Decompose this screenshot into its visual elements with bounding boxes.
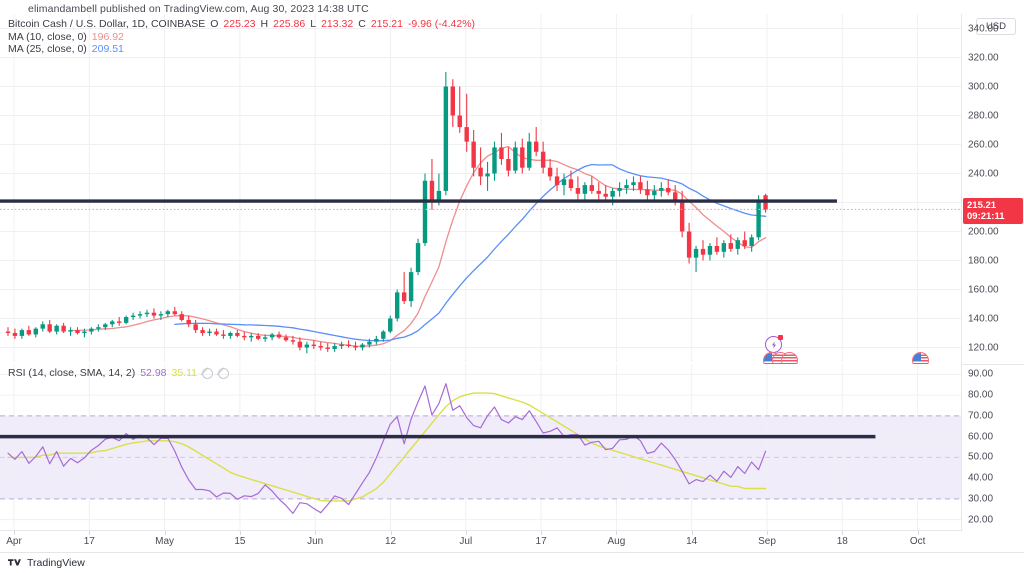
bar-countdown: 09:21:11 (967, 211, 1005, 223)
time-axis-tick: 17 (83, 536, 95, 547)
time-axis-tick: 14 (686, 536, 698, 547)
price-axis-tick: 300.00 (968, 81, 999, 92)
price-axis-tick: 140.00 (968, 313, 999, 324)
time-axis-tick-mark (842, 531, 844, 535)
time-axis-tick-mark (89, 531, 91, 535)
price-axis-tick: 260.00 (968, 139, 999, 150)
price-axis-tick: 320.00 (968, 52, 999, 63)
time-axis-tick: Sep (758, 536, 776, 547)
time-axis-tick: Jun (307, 536, 324, 547)
rsi-axis-tick: 80.00 (968, 389, 994, 401)
price-pane[interactable]: Bitcoin Cash / U.S. Dollar, 1D, COINBASE… (0, 14, 1024, 369)
rsi-axis-tick: 60.00 (968, 431, 994, 443)
time-axis-tick-mark (767, 531, 768, 535)
price-axis-tick: 340.00 (968, 23, 999, 34)
price-axis-tick: 180.00 (968, 255, 999, 266)
earnings-event-marker[interactable] (765, 335, 783, 353)
time-axis-tick-mark (390, 531, 392, 535)
rsi-plot-area[interactable] (0, 364, 962, 530)
tradingview-brand-text: TradingView (27, 557, 85, 569)
price-axis-tick: 160.00 (968, 284, 999, 295)
time-axis-tick-mark (541, 531, 543, 535)
price-axis[interactable]: USD 340.00 320.00 300.00 280.00 260.00 240.00… (961, 14, 1024, 530)
last-price-badge[interactable]: 215.21 09:21:11 (963, 198, 1023, 225)
price-axis-tick: 120.00 (968, 342, 999, 353)
time-axis-tick-mark (917, 531, 919, 535)
time-axis-tick: 18 (836, 536, 848, 547)
currency-button[interactable]: USD (975, 18, 1016, 35)
time-axis-tick-mark (239, 531, 241, 535)
time-axis-tick-mark (14, 531, 15, 535)
tradingview-logo-icon (8, 558, 21, 565)
rsi-axis-tick: 50.00 (968, 451, 994, 463)
time-axis-tick: Jul (459, 536, 473, 547)
rsi-axis-tick: 90.00 (968, 368, 994, 380)
time-axis-tick-mark (691, 531, 693, 535)
time-axis-tick: 17 (535, 536, 547, 547)
axis-divider (962, 364, 1024, 365)
lightning-icon (765, 335, 783, 353)
footer-bar: TradingView (0, 552, 1024, 573)
time-axis-tick-mark (616, 531, 618, 535)
time-axis[interactable]: Apr 17 May 15 Jun 12 Jul 17 Aug 14 Sep 18 Oct (0, 530, 962, 553)
alert-dot-icon (778, 335, 783, 340)
rsi-axis-tick: 30.00 (968, 493, 994, 505)
price-axis-tick: 240.00 (968, 168, 999, 179)
time-axis-tick: 15 (234, 536, 246, 547)
rsi-axis-tick: 20.00 (968, 514, 994, 526)
price-chart-canvas (0, 14, 962, 362)
time-axis-tick: 12 (384, 536, 397, 547)
attribution-text: elimandambell published on TradingView.c… (28, 3, 369, 15)
last-price-value: 215.21 (967, 200, 997, 212)
time-axis-tick: Oct (909, 536, 926, 547)
time-axis-tick: May (155, 536, 175, 547)
time-axis-tick: Apr (6, 536, 22, 547)
time-axis-tick-mark (465, 531, 467, 535)
price-axis-tick: 280.00 (968, 110, 999, 121)
rsi-pane[interactable]: RSI (14, close, SMA, 14, 2) 52.98 35.11 (0, 364, 1024, 530)
rsi-axis-tick: 40.00 (968, 472, 994, 484)
time-axis-tick-mark (315, 531, 317, 535)
rsi-chart-canvas (0, 364, 962, 530)
rsi-axis-tick: 70.00 (968, 410, 994, 422)
time-axis-tick-mark (164, 531, 166, 535)
price-axis-tick: 200.00 (968, 226, 999, 237)
tradingview-logo[interactable]: TradingView (8, 557, 85, 569)
price-plot-area[interactable] (0, 14, 962, 362)
time-axis-tick: Aug (607, 536, 626, 547)
